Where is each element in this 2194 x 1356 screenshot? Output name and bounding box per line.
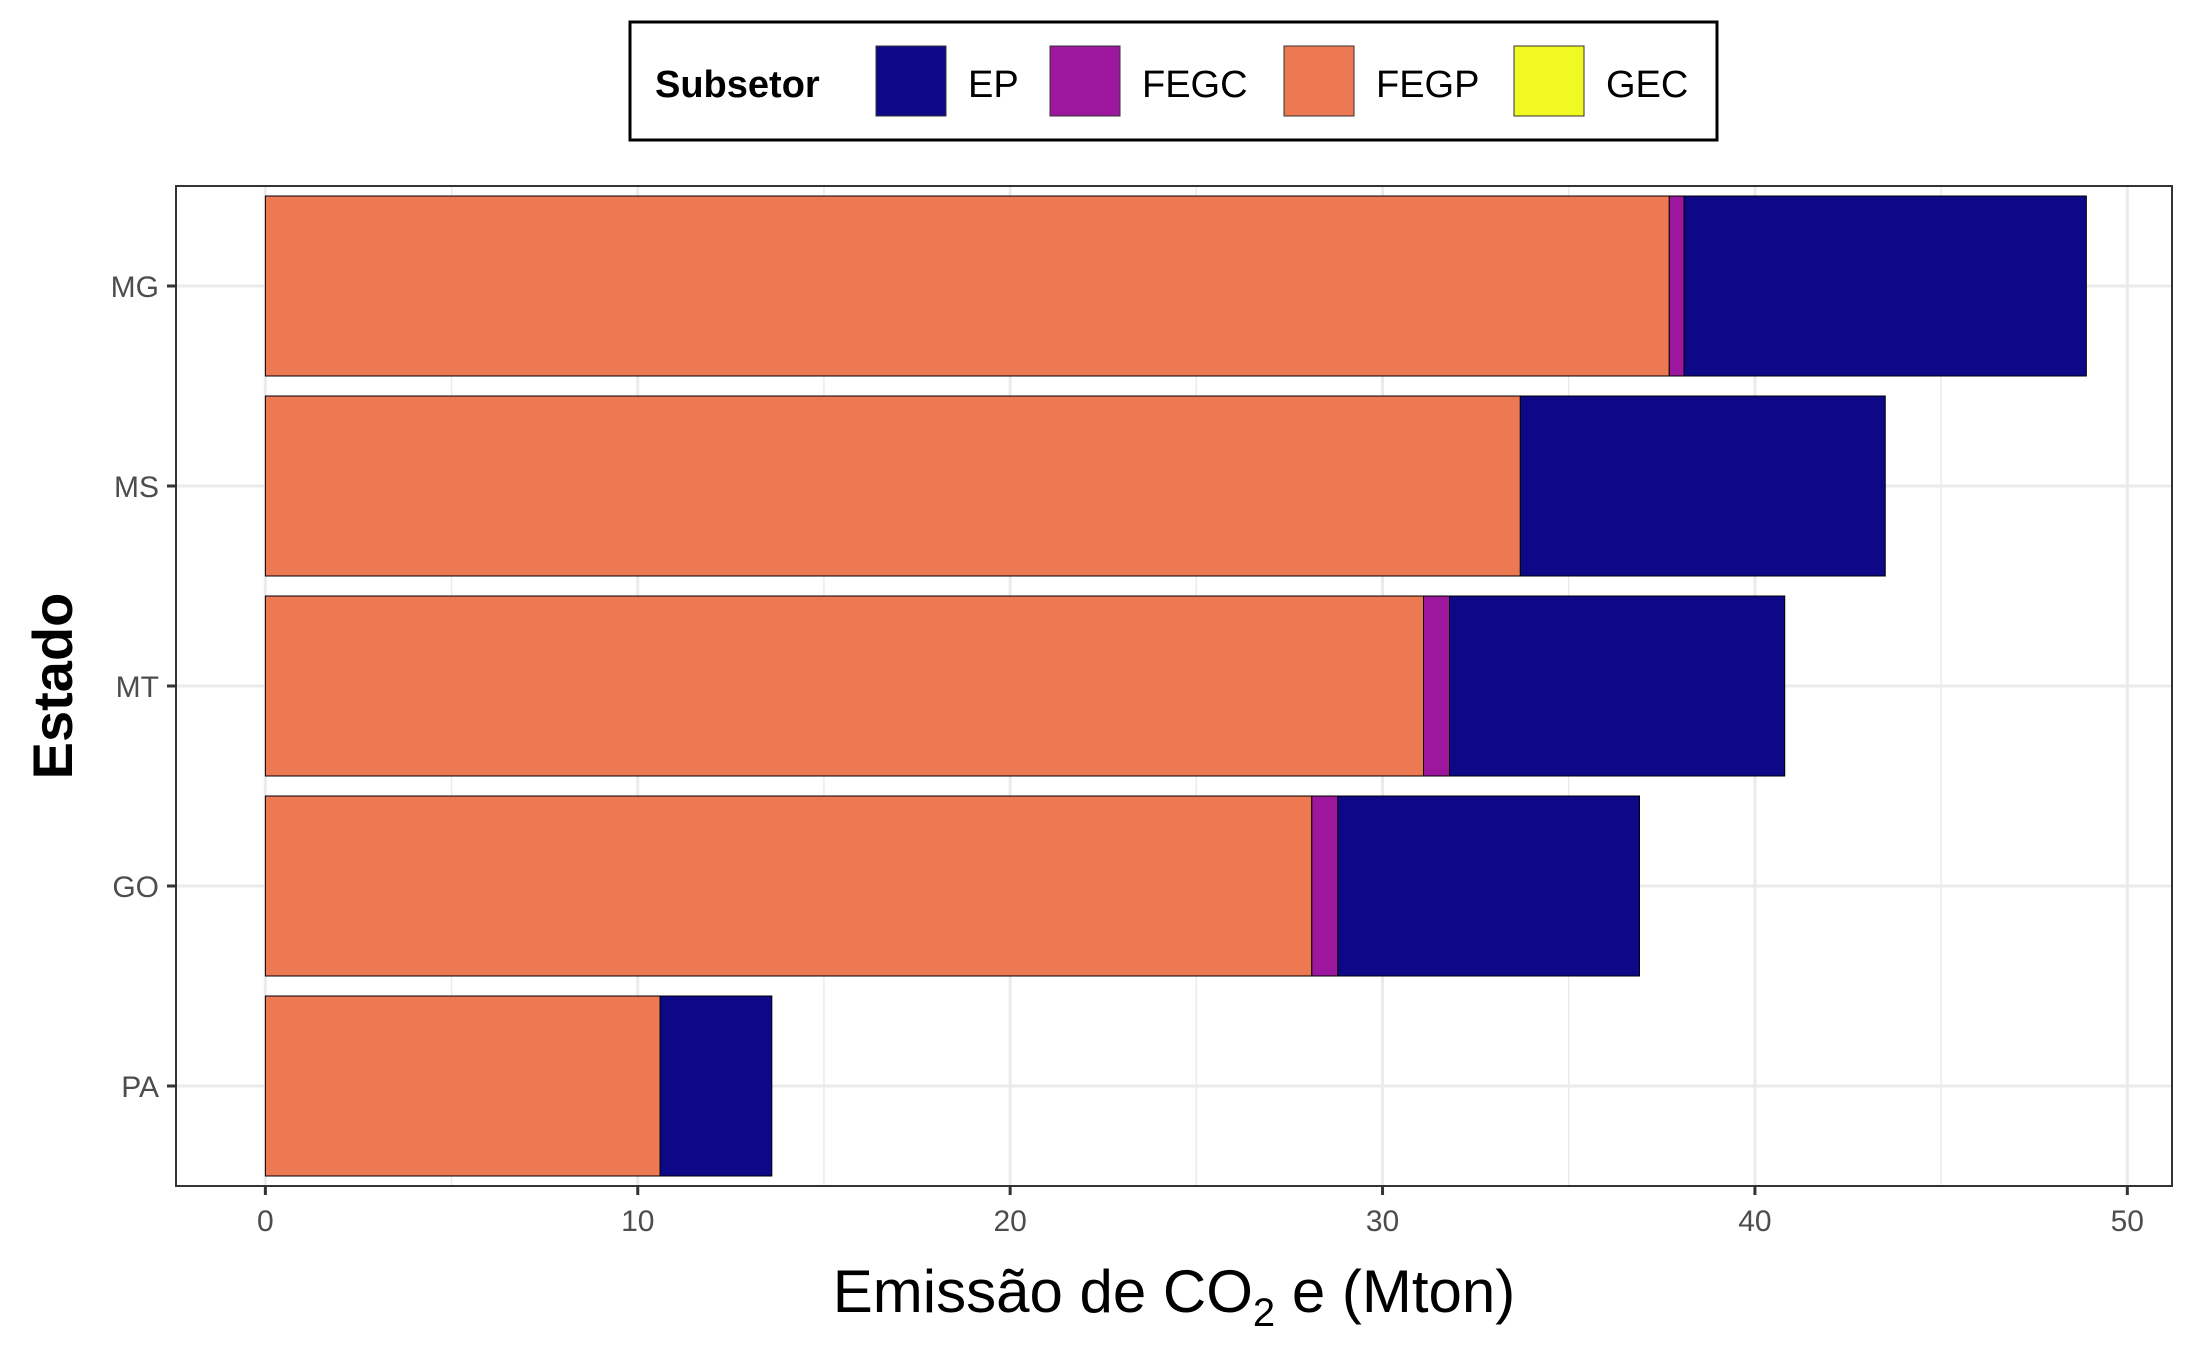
bar-fegc-go [1311,795,1339,977]
legend-item-fegp: FEGP [1283,45,1479,117]
bar-ep-go [1337,795,1640,977]
plot-panel [175,185,2173,1187]
y-axis-title: Estado [21,593,84,780]
legend-label-fegp: FEGP [1376,64,1479,106]
y-tick-label: MG [111,271,159,304]
bar-fegp-go [264,795,1313,977]
legend-item-gec: GEC [1513,45,1688,117]
y-tick-label: MS [114,471,159,504]
legend-key-fegp [1283,45,1355,117]
bar-fegp-mt [264,595,1424,777]
y-tick-label: MT [116,671,159,704]
x-tick-label: 50 [2111,1205,2144,1238]
bar-fegp-pa [264,995,661,1177]
legend-key-fegc [1049,45,1121,117]
bar-ep-mt [1449,595,1786,777]
x-tick-label: 40 [1738,1205,1771,1238]
legend-item-fegc: FEGC [1049,45,1248,117]
x-axis-title-main: Emissão de CO [833,1258,1253,1325]
legend-label-fegc: FEGC [1142,64,1248,106]
y-axis: MG MS MT GO PA [111,271,176,1104]
legend-item-ep: EP [875,45,1019,117]
x-axis: 0 10 20 30 40 50 [257,1186,2144,1238]
legend-key-ep [875,45,947,117]
x-tick-label: 30 [1366,1205,1399,1238]
y-tick-label: PA [121,1071,159,1104]
bar-fegp-ms [264,395,1521,577]
x-axis-title: Emissão de CO2 e (Mton) [833,1258,1515,1335]
x-tick-label: 0 [257,1205,274,1238]
legend-items: EP FEGC FEGP GEC [875,45,1688,117]
legend-title: Subsetor [655,64,820,106]
x-tick-label: 20 [993,1205,1026,1238]
legend: Subsetor EP FEGC FEGP GEC [628,20,1719,142]
bars [264,195,2087,1177]
bar-fegc-mt [1423,595,1451,777]
bar-ep-pa [659,995,773,1177]
x-axis-title-subscript: 2 [1253,1291,1275,1335]
bar-ep-ms [1519,395,1886,577]
legend-key-gec [1513,45,1585,117]
bar-fegc-mg [1668,195,1685,377]
bar-ep-mg [1683,195,2087,377]
legend-label-ep: EP [968,64,1019,106]
x-tick-label: 10 [621,1205,654,1238]
y-tick-label: GO [112,871,159,904]
x-axis-title-tail: e (Mton) [1275,1258,1515,1325]
legend-label-gec: GEC [1606,64,1688,106]
bar-fegp-mg [264,195,1670,377]
